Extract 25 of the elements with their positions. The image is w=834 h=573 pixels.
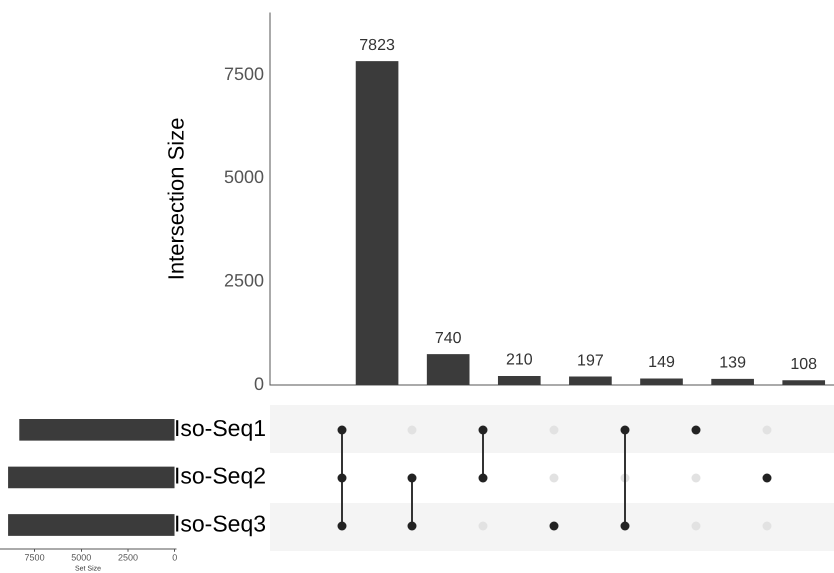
- y-tick-label: Iso-Seq2: [174, 462, 266, 489]
- y-tick-label: 5000: [224, 167, 264, 188]
- data-label: 139: [719, 354, 746, 372]
- y-tick-label: 2500: [224, 270, 264, 291]
- data-label: 210: [506, 352, 533, 369]
- y-tick-label: Iso-Seq3: [174, 510, 266, 536]
- x-tick-label: 5000: [71, 552, 92, 563]
- y-axis-title: Intersection Size: [163, 118, 188, 280]
- bar: [782, 380, 826, 385]
- bar: [356, 61, 398, 385]
- bar: [569, 376, 612, 385]
- bar: [640, 378, 683, 385]
- y-tick-label: 0: [254, 374, 264, 394]
- y-tick-label: Iso-Seq1: [174, 415, 266, 442]
- data-label: 108: [790, 356, 818, 373]
- bar: [426, 354, 470, 385]
- bar: [711, 378, 754, 385]
- data-label: 7823: [359, 36, 395, 54]
- data-label: 197: [577, 352, 604, 370]
- y-tick-label: 7500: [224, 64, 264, 84]
- x-tick-label: 2500: [118, 552, 138, 563]
- data-label: 149: [648, 354, 675, 372]
- x-tick-label: 7500: [24, 552, 45, 563]
- data-label: 740: [434, 330, 462, 347]
- bar: [498, 376, 541, 385]
